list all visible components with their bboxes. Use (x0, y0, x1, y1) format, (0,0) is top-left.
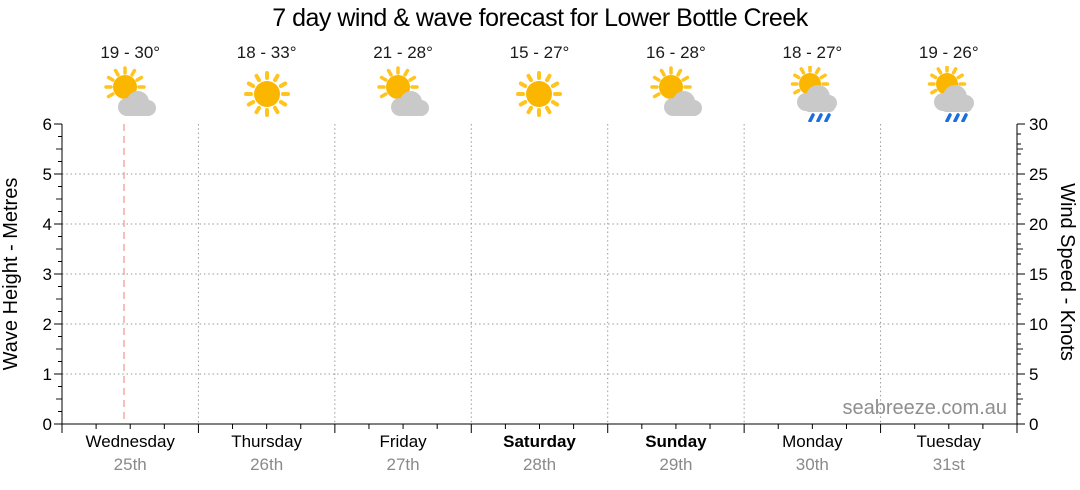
day-label-saturday: Saturday 28th (471, 431, 607, 476)
tick-label: 30 (1029, 115, 1048, 134)
left-axis-title: Wave Height - Metres (0, 178, 22, 371)
temperature-range: 19 - 26° (918, 43, 979, 62)
tick-label: 2 (43, 315, 52, 334)
tick-label: 3 (43, 265, 52, 284)
temperature-range: 16 - 28° (646, 43, 706, 62)
day-label-tuesday: Tuesday 31st (881, 431, 1017, 476)
right-axis-title: Wind Speed - Knots (1056, 183, 1078, 361)
day-name: Monday (782, 432, 843, 451)
axis-ticks (54, 123, 1025, 433)
tick-label: 5 (1029, 365, 1038, 384)
day-column-saturday: 15 - 27° (471, 42, 607, 124)
day-name: Friday (379, 432, 427, 451)
temperature-range: 18 - 33° (236, 43, 297, 62)
temperature-range: 18 - 27° (782, 43, 843, 62)
day-column-tuesday: 19 - 26° (881, 42, 1017, 124)
tick-label: 0 (1029, 415, 1038, 434)
day-date: 30th (795, 455, 829, 474)
tick-label: 5 (43, 165, 52, 184)
tick-label: 0 (43, 415, 52, 434)
day-label-friday: Friday 27th (335, 431, 471, 476)
right-axis-tick-labels: 0 5 10 15 20 25 30 (1029, 115, 1048, 434)
day-name: Sunday (645, 432, 707, 451)
day-name: Wednesday (85, 432, 175, 451)
day-name: Tuesday (916, 432, 982, 451)
day-label-wednesday: Wednesday 25th (62, 431, 198, 476)
day-column-sunday: 16 - 28° (608, 42, 744, 124)
day-label-sunday: Sunday 29th (608, 431, 744, 476)
tick-label: 1 (43, 365, 52, 384)
temperature-range: 21 - 28° (373, 43, 433, 62)
tick-label: 25 (1029, 165, 1048, 184)
axis-lines (61, 124, 1018, 425)
day-name: Thursday (231, 432, 303, 451)
day-column-thursday: 18 - 33° (198, 42, 334, 124)
tick-label: 4 (43, 215, 52, 234)
day-date: 29th (659, 455, 693, 474)
watermark: seabreeze.com.au (842, 397, 1007, 419)
gridlines (62, 124, 1017, 424)
temperature-range: 19 - 30° (100, 43, 161, 62)
left-axis-tick-labels: 0 1 2 3 4 5 6 (43, 115, 52, 434)
tick-label: 10 (1029, 315, 1048, 334)
day-date: 26th (250, 455, 284, 474)
temperature-range: 15 - 27° (509, 43, 570, 62)
day-label-thursday: Thursday 26th (198, 431, 334, 476)
day-column-wednesday: 19 - 30° (62, 42, 198, 124)
day-name: Saturday (503, 432, 576, 451)
tick-label: 20 (1029, 215, 1048, 234)
day-date: 27th (386, 455, 420, 474)
tick-label: 15 (1029, 265, 1048, 284)
day-column-monday: 18 - 27° (744, 42, 880, 124)
tick-label: 6 (43, 115, 52, 134)
day-column-friday: 21 - 28° (335, 42, 471, 124)
day-date: 31st (932, 455, 965, 474)
day-date: 28th (522, 455, 557, 474)
day-date: 25th (113, 455, 147, 474)
chart-title: 7 day wind & wave forecast for Lower Bot… (272, 4, 808, 32)
day-label-monday: Monday 30th (744, 431, 880, 476)
